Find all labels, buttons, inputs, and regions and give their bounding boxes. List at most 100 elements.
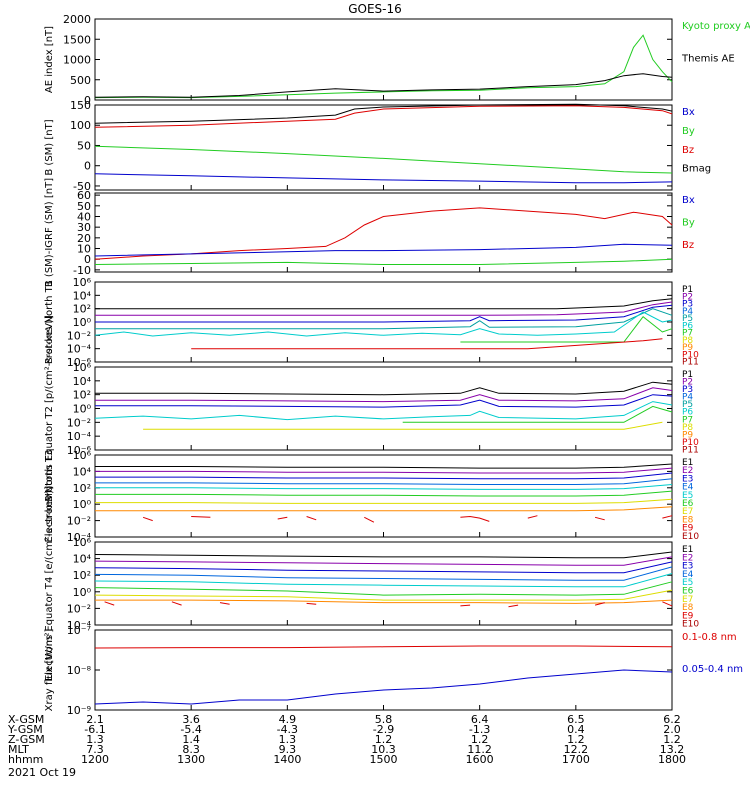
y-axis-label: B (SM) [nT] <box>44 119 55 175</box>
legend-entry: P10 <box>682 438 699 448</box>
series-line <box>94 551 673 559</box>
series-line <box>95 498 673 504</box>
legend-entry: E2 <box>682 553 693 563</box>
y-tick-label: 10⁰ <box>73 316 92 329</box>
legend-entry: P1 <box>682 370 693 380</box>
y-tick-label: 10² <box>73 569 91 582</box>
series-line <box>95 599 673 604</box>
y-tick-label: 40 <box>77 210 91 223</box>
y-tick-label: 2000 <box>63 13 91 26</box>
legend-entry: P9 <box>682 430 693 440</box>
footer-value: 12.2 <box>564 743 589 756</box>
series-line <box>94 73 673 98</box>
footer-value: 1600 <box>466 753 494 766</box>
footer-value: 1.3 <box>279 733 297 746</box>
legend-entry: Themis AE <box>681 53 735 64</box>
series-line <box>277 516 288 520</box>
legend-entry: By <box>682 218 695 229</box>
y-tick-label: 500 <box>70 74 91 87</box>
y-tick-label: 150 <box>70 99 91 112</box>
y-tick-label: 10⁻² <box>67 602 91 615</box>
series-line <box>219 602 230 605</box>
footer-value: 11.2 <box>467 743 492 756</box>
y-axis-label: Electrons Equator T4 [e/(cm²-s-sr-keV)] <box>44 486 55 681</box>
series-line <box>402 405 673 423</box>
series-line <box>104 601 115 606</box>
series-line <box>191 338 663 350</box>
footer-value: 1400 <box>273 753 301 766</box>
y-tick-label: 10⁻⁴ <box>67 430 92 443</box>
series-line <box>94 581 673 596</box>
panel-frame <box>94 629 673 711</box>
footer-value: -2.9 <box>373 723 394 736</box>
footer-value: 9.3 <box>279 743 297 756</box>
series-line <box>460 604 471 607</box>
footer-value: 0.4 <box>567 723 585 736</box>
y-tick-label: 10⁶ <box>73 536 92 549</box>
footer-row-label: MLT <box>8 743 29 756</box>
legend-entry: P4 <box>682 393 693 403</box>
legend-entry: P7 <box>682 415 693 425</box>
footer-value: -1.3 <box>469 723 490 736</box>
series-line <box>94 258 673 265</box>
y-tick-label: 10 <box>77 243 91 256</box>
footer-value: 4.9 <box>279 713 297 726</box>
legend-entry: E10 <box>682 620 699 630</box>
y-tick-label: 100 <box>70 119 91 132</box>
legend-entry: P3 <box>682 385 693 395</box>
legend-entry: 0.05-0.4 nm <box>682 664 743 675</box>
y-tick-label: 10⁴ <box>73 553 92 566</box>
legend-entry: P11 <box>682 358 699 368</box>
legend-entry: P4 <box>682 307 693 317</box>
footer-value: 6.5 <box>567 713 585 726</box>
legend-entry: E1 <box>682 545 693 555</box>
legend-entry: E4 <box>682 483 694 493</box>
panel-frame <box>94 104 673 191</box>
series-line <box>94 207 673 260</box>
panel-frame <box>94 366 673 451</box>
series-line <box>95 463 673 469</box>
series-line <box>95 484 673 490</box>
series-line <box>142 516 153 522</box>
footer-value: 1.2 <box>567 733 585 746</box>
footer-row-label: Z-GSM <box>8 733 45 746</box>
footer-value: 7.3 <box>86 743 104 756</box>
series-line <box>94 145 673 174</box>
y-tick-label: 1500 <box>63 33 91 46</box>
legend-entry: P10 <box>682 350 699 360</box>
series-line <box>94 566 673 581</box>
y-tick-label: 60 <box>77 189 91 202</box>
series-line <box>94 173 673 184</box>
footer-value: 10.3 <box>371 743 396 756</box>
legend-entry: E2 <box>682 466 693 476</box>
panel-e1: 10⁶ 10⁴ 10² 10⁰ 10⁻² 10⁻⁴ Electrons North T3 E1… <box>44 449 699 544</box>
series-line <box>95 381 673 396</box>
series-line <box>527 515 538 519</box>
series-line <box>94 573 673 588</box>
series-line <box>306 602 317 605</box>
legend-entry: E9 <box>682 611 694 621</box>
y-tick-label: 10⁴ <box>73 375 92 388</box>
series-line <box>460 315 673 343</box>
y-tick-label: 10⁻⁹ <box>67 704 91 717</box>
y-tick-label: 10² <box>73 303 91 316</box>
legend-entry: P3 <box>682 300 693 310</box>
legend-entry: E7 <box>682 595 693 605</box>
legend-entry: P6 <box>682 408 693 418</box>
y-tick-label: 10² <box>73 482 91 495</box>
footer-value: 1.3 <box>86 733 104 746</box>
legend-entry: Kyoto proxy AE <box>682 21 750 32</box>
footer-value: 13.2 <box>660 743 685 756</box>
legend-entry: By <box>682 126 695 137</box>
series-line <box>460 515 490 522</box>
footer-value: 1.2 <box>663 733 681 746</box>
y-tick-label: 50 <box>77 139 91 152</box>
legend-entry: E9 <box>682 524 694 534</box>
footer-value: 1.4 <box>182 733 200 746</box>
legend-entry: P7 <box>682 329 693 339</box>
